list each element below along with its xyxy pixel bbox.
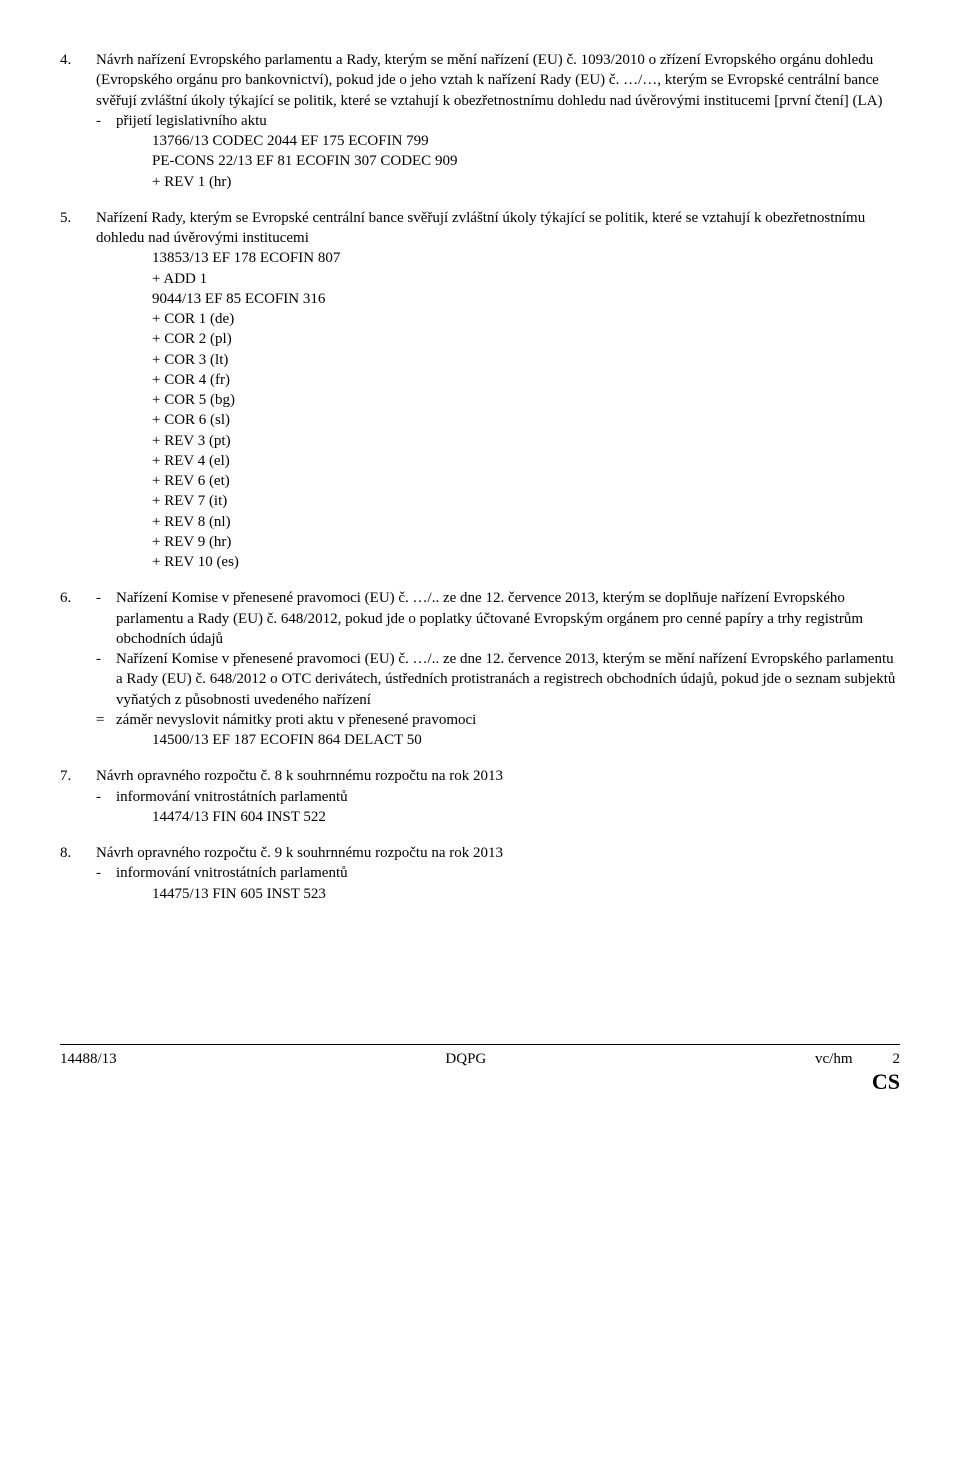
sub-text: přijetí legislativního aktu bbox=[116, 111, 900, 131]
ref-line: 13766/13 CODEC 2044 EF 175 ECOFIN 799 bbox=[152, 131, 900, 151]
part-label: - bbox=[96, 588, 116, 649]
ref-line: + REV 9 (hr) bbox=[152, 532, 900, 552]
agenda-item: 7. Návrh opravného rozpočtu č. 8 k souhr… bbox=[60, 766, 900, 827]
footer-center-line: DQPG bbox=[117, 1049, 815, 1069]
part-label: - bbox=[96, 649, 116, 710]
sub-text: informování vnitrostátních parlamentů bbox=[116, 787, 900, 807]
item-number: 6. bbox=[60, 588, 96, 750]
item-sub: - přijetí legislativního aktu bbox=[96, 111, 900, 131]
agenda-item: 6. - Nařízení Komise v přenesené pravomo… bbox=[60, 588, 900, 750]
ref-line: + COR 6 (sl) bbox=[152, 410, 900, 430]
ref-line: + COR 3 (lt) bbox=[152, 350, 900, 370]
ref-line: + COR 2 (pl) bbox=[152, 329, 900, 349]
item-title: Návrh opravného rozpočtu č. 8 k souhrnné… bbox=[96, 768, 503, 784]
item-sub: - informování vnitrostátních parlamentů bbox=[96, 863, 900, 883]
ref-line: + REV 3 (pt) bbox=[152, 431, 900, 451]
page-footer: 14488/13 DQPG vc/hm 2 CS bbox=[60, 1044, 900, 1097]
footer-left: 14488/13 bbox=[60, 1049, 117, 1097]
item-number: 5. bbox=[60, 208, 96, 573]
item-body: Nařízení Rady, kterým se Evropské centrá… bbox=[96, 208, 900, 573]
item-title: Návrh nařízení Evropského parlamentu a R… bbox=[96, 52, 882, 109]
ref-line: + REV 1 (hr) bbox=[152, 172, 900, 192]
ref-line: PE-CONS 22/13 EF 81 ECOFIN 307 CODEC 909 bbox=[152, 151, 900, 171]
ref-line: 14500/13 EF 187 ECOFIN 864 DELACT 50 bbox=[152, 730, 900, 750]
footer-language: CS bbox=[815, 1067, 900, 1097]
agenda-item: 5. Nařízení Rady, kterým se Evropské cen… bbox=[60, 208, 900, 573]
ref-line: + COR 5 (bg) bbox=[152, 390, 900, 410]
ref-line: + REV 4 (el) bbox=[152, 451, 900, 471]
ref-line: 14474/13 FIN 604 INST 522 bbox=[152, 807, 900, 827]
footer-center: DQPG bbox=[117, 1049, 815, 1097]
footer-page-number: 2 bbox=[893, 1049, 901, 1069]
sub-label: - bbox=[96, 863, 116, 883]
item-number: 4. bbox=[60, 50, 96, 192]
footer-right: vc/hm 2 CS bbox=[815, 1049, 900, 1097]
item-part: - Nařízení Komise v přenesené pravomoci … bbox=[96, 649, 900, 710]
footer-initials: vc/hm bbox=[815, 1049, 853, 1069]
item-body: - Nařízení Komise v přenesené pravomoci … bbox=[96, 588, 900, 750]
item-part: = záměr nevyslovit námitky proti aktu v … bbox=[96, 710, 900, 730]
item-sub: - informování vnitrostátních parlamentů bbox=[96, 787, 900, 807]
item-title: Návrh opravného rozpočtu č. 9 k souhrnné… bbox=[96, 845, 503, 861]
ref-line: + REV 8 (nl) bbox=[152, 512, 900, 532]
item-refs: 14475/13 FIN 605 INST 523 bbox=[96, 884, 900, 904]
item-refs: 14500/13 EF 187 ECOFIN 864 DELACT 50 bbox=[96, 730, 900, 750]
item-refs: 14474/13 FIN 604 INST 522 bbox=[96, 807, 900, 827]
item-body: Návrh nařízení Evropského parlamentu a R… bbox=[96, 50, 900, 192]
item-part: - Nařízení Komise v přenesené pravomoci … bbox=[96, 588, 900, 649]
item-refs: 13853/13 EF 178 ECOFIN 807 + ADD 1 9044/… bbox=[96, 248, 900, 572]
ref-line: + COR 1 (de) bbox=[152, 309, 900, 329]
part-text: Nařízení Komise v přenesené pravomoci (E… bbox=[116, 588, 900, 649]
ref-line: + ADD 1 bbox=[152, 269, 900, 289]
ref-line: + REV 10 (es) bbox=[152, 552, 900, 572]
part-text: záměr nevyslovit námitky proti aktu v př… bbox=[116, 710, 900, 730]
ref-line: 14475/13 FIN 605 INST 523 bbox=[152, 884, 900, 904]
ref-line: 9044/13 EF 85 ECOFIN 316 bbox=[152, 289, 900, 309]
ref-line: 13853/13 EF 178 ECOFIN 807 bbox=[152, 248, 900, 268]
ref-line: + REV 7 (it) bbox=[152, 491, 900, 511]
sub-label: - bbox=[96, 787, 116, 807]
ref-line: + COR 4 (fr) bbox=[152, 370, 900, 390]
item-body: Návrh opravného rozpočtu č. 9 k souhrnné… bbox=[96, 843, 900, 904]
sub-label: - bbox=[96, 111, 116, 131]
agenda-item: 8. Návrh opravného rozpočtu č. 9 k souhr… bbox=[60, 843, 900, 904]
part-label: = bbox=[96, 710, 116, 730]
item-number: 8. bbox=[60, 843, 96, 904]
item-body: Návrh opravného rozpočtu č. 8 k souhrnné… bbox=[96, 766, 900, 827]
item-refs: 13766/13 CODEC 2044 EF 175 ECOFIN 799 PE… bbox=[96, 131, 900, 192]
item-title: Nařízení Rady, kterým se Evropské centrá… bbox=[96, 210, 865, 246]
agenda-item: 4. Návrh nařízení Evropského parlamentu … bbox=[60, 50, 900, 192]
sub-text: informování vnitrostátních parlamentů bbox=[116, 863, 900, 883]
item-number: 7. bbox=[60, 766, 96, 827]
ref-line: + REV 6 (et) bbox=[152, 471, 900, 491]
part-text: Nařízení Komise v přenesené pravomoci (E… bbox=[116, 649, 900, 710]
